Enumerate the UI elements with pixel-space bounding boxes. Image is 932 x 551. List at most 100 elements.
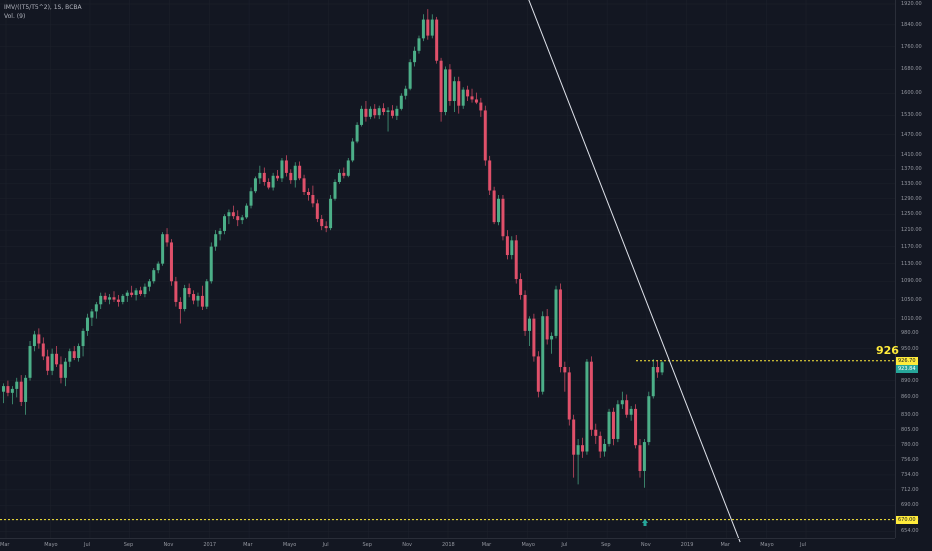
- time-tick-label: Mar: [720, 542, 730, 548]
- candle-body: [333, 181, 337, 199]
- candle-body: [231, 212, 235, 217]
- candle-body: [589, 361, 593, 430]
- candle-body: [72, 351, 76, 358]
- time-tick-label: Sep: [601, 542, 611, 548]
- price-tick-label: 1530.00: [901, 112, 922, 119]
- candle-body: [514, 240, 518, 280]
- candle-body: [245, 205, 249, 218]
- candle-body: [466, 89, 470, 97]
- candle-body: [108, 297, 112, 300]
- candle-body: [139, 290, 143, 295]
- time-tick-label: 2019: [680, 542, 694, 548]
- time-tick-label: 2018: [442, 542, 455, 548]
- price-tick-label: 1250.00: [901, 211, 922, 218]
- arrow-up-icon: [642, 519, 648, 526]
- price-tick-label: 1170.00: [901, 243, 922, 250]
- price-tick-label: 1470.00: [901, 131, 922, 138]
- candle-body: [545, 316, 549, 340]
- time-tick-label: Mayo: [760, 542, 774, 548]
- candle-body: [541, 316, 545, 392]
- candle-body: [660, 362, 664, 373]
- candle-body: [616, 404, 620, 439]
- candle-body: [581, 445, 585, 452]
- resistance-level-label: 926: [876, 344, 899, 357]
- candle-body: [240, 217, 244, 221]
- price-tick-label: 1330.00: [901, 180, 922, 187]
- candle-body: [59, 364, 63, 378]
- candle-body: [209, 246, 213, 282]
- candle-body: [355, 124, 359, 142]
- time-tick-label: Mar: [481, 542, 492, 548]
- candle-body: [603, 443, 607, 452]
- candle-body: [306, 191, 310, 195]
- price-tick-label: 1680.00: [901, 66, 922, 73]
- candle-body: [161, 234, 165, 264]
- candle-body: [152, 270, 156, 282]
- symbol-label[interactable]: IMV/((T5/T5^2), 1S, BCBA: [4, 4, 82, 11]
- price-tick-label: 654.00: [901, 528, 919, 535]
- time-axis[interactable]: Mar Mayo Jul Sep Nov 2017 Mar Mayo Jul Sep Nov 2018…: [0, 538, 895, 551]
- candle-body: [399, 95, 403, 109]
- time-tick-label: Jul: [83, 542, 91, 548]
- candle-body: [284, 160, 288, 173]
- candle-body: [99, 295, 103, 305]
- candle-body: [479, 102, 483, 111]
- time-tick-label: Nov: [402, 542, 412, 548]
- price-tick-label: 1130.00: [901, 260, 922, 267]
- candle-body: [68, 351, 72, 362]
- price-tick-label: 860.00: [901, 394, 919, 401]
- price-tick-label: 1760.00: [901, 43, 922, 50]
- candle-body: [474, 99, 478, 103]
- time-tick-label: Jul: [322, 542, 329, 548]
- price-tick-label: 980.00: [901, 330, 919, 337]
- candle-body: [519, 279, 523, 295]
- candle-body: [421, 19, 425, 39]
- candle-body: [598, 435, 602, 452]
- candle-body: [642, 442, 646, 471]
- candle-body: [426, 19, 430, 36]
- support-price-badge: 670.00: [896, 515, 918, 524]
- candle-body: [337, 172, 341, 182]
- candle-body: [558, 289, 562, 368]
- candle-body: [41, 343, 45, 357]
- candle-body: [134, 290, 138, 295]
- candle-body: [112, 297, 116, 300]
- candle-body: [439, 60, 443, 113]
- candle-body: [413, 50, 417, 63]
- candle-body: [536, 356, 540, 392]
- candle-body: [386, 110, 390, 113]
- candle-body: [258, 172, 262, 179]
- candle-body: [227, 212, 231, 217]
- candle-body: [183, 288, 187, 310]
- candle-body: [2, 386, 5, 392]
- candle-body: [656, 367, 660, 373]
- price-tick-label: 1600.00: [901, 90, 922, 97]
- candle-body: [196, 295, 200, 301]
- candle-body: [187, 288, 191, 295]
- price-tick-label: 1090.00: [901, 278, 922, 285]
- candle-body: [253, 178, 257, 192]
- candle-body: [373, 108, 377, 116]
- candle-body: [634, 408, 638, 446]
- candle-body: [32, 334, 36, 347]
- candle-body: [430, 19, 434, 36]
- volume-indicator-label[interactable]: Vol. (9): [4, 13, 26, 20]
- candle-body: [85, 317, 89, 331]
- candle-body: [6, 386, 10, 393]
- candle-body: [563, 367, 567, 373]
- candle-body: [497, 198, 501, 223]
- candle-body: [351, 141, 355, 161]
- price-tick-label: 1210.00: [901, 227, 922, 234]
- candle-body: [417, 38, 421, 51]
- candle-body: [342, 172, 346, 176]
- candle-body: [585, 361, 589, 452]
- candle-body: [629, 408, 633, 415]
- candle-body: [200, 295, 204, 307]
- time-tick-label: Mayo: [44, 542, 58, 548]
- candle-body: [289, 172, 293, 181]
- candle-body: [448, 69, 452, 102]
- candle-body: [510, 240, 514, 256]
- price-tick-label: 1050.00: [901, 296, 922, 303]
- price-tick-label: 805.00: [901, 426, 919, 433]
- price-axis[interactable]: 1920.00 1840.00 1760.00 1680.00 1600.00 1530.…: [895, 0, 932, 538]
